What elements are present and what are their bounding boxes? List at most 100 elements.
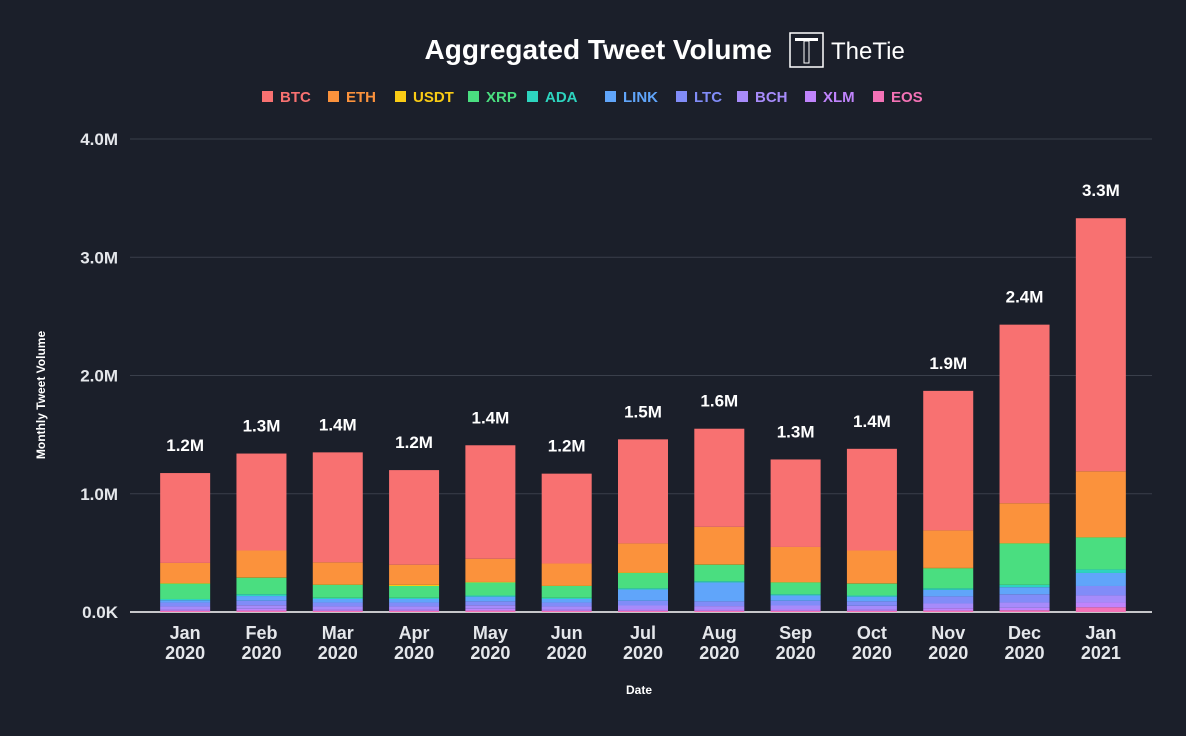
bar-segment-ada bbox=[923, 588, 973, 590]
legend-swatch bbox=[873, 91, 884, 102]
bar-segment-ltc bbox=[1076, 586, 1126, 595]
bar-segment-link bbox=[618, 590, 668, 601]
bar-total-label: 1.3M bbox=[243, 417, 281, 436]
bar-segment-eos bbox=[847, 611, 897, 612]
bar-segment-xlm bbox=[1076, 603, 1126, 608]
bar-segment-btc bbox=[694, 429, 744, 527]
bar-segment-ada bbox=[771, 594, 821, 595]
x-tick-year: 2020 bbox=[394, 643, 434, 663]
bar-segment-eos bbox=[236, 611, 286, 612]
bar-segment-ada bbox=[160, 599, 210, 600]
legend-swatch bbox=[605, 91, 616, 102]
bar-segment-link bbox=[465, 597, 515, 602]
bar-segment-link bbox=[160, 600, 210, 602]
bar-segment-ltc bbox=[618, 601, 668, 606]
bar-segment-link bbox=[771, 595, 821, 600]
legend-item-xrp[interactable]: XRP bbox=[468, 89, 517, 106]
bar-segment-xrp bbox=[923, 568, 973, 588]
bar-segment-link bbox=[1000, 587, 1050, 594]
bar-segment-usdt bbox=[160, 583, 210, 584]
bar-segment-eth bbox=[465, 559, 515, 582]
bar-segment-ada bbox=[1000, 585, 1050, 587]
bar-segment-xrp bbox=[771, 582, 821, 594]
y-tick-label: 3.0M bbox=[80, 248, 118, 267]
x-tick-label: Nov bbox=[931, 623, 965, 643]
x-tick-label: May bbox=[473, 623, 508, 643]
legend-item-bch[interactable]: BCH bbox=[737, 89, 788, 106]
x-axis-label: Date bbox=[626, 683, 652, 697]
legend-item-usdt[interactable]: USDT bbox=[395, 89, 454, 106]
bar-segment-bch bbox=[1076, 595, 1126, 602]
bar-segment-xlm bbox=[618, 609, 668, 611]
bar-segment-bch bbox=[389, 606, 439, 609]
bar-segment-btc bbox=[313, 452, 363, 562]
legend-item-xlm[interactable]: XLM bbox=[805, 89, 855, 106]
legend-label: LINK bbox=[623, 89, 658, 106]
bar-segment-usdt bbox=[618, 572, 668, 573]
legend-item-eth[interactable]: ETH bbox=[328, 89, 376, 106]
bar-segment-eos bbox=[923, 611, 973, 612]
legend-item-ada[interactable]: ADA bbox=[527, 89, 578, 106]
bar-segment-eos bbox=[1000, 610, 1050, 612]
legend-swatch bbox=[395, 91, 406, 102]
bar-segment-usdt bbox=[389, 585, 439, 586]
bar-segment-eos bbox=[465, 611, 515, 612]
bar-segment-xlm bbox=[160, 609, 210, 610]
x-tick-label: Aug bbox=[702, 623, 737, 643]
legend-swatch bbox=[676, 91, 687, 102]
bar-segment-link bbox=[236, 596, 286, 601]
legend-label: ETH bbox=[346, 89, 376, 106]
bar-segment-eos bbox=[542, 611, 592, 612]
bar-segment-ltc bbox=[542, 603, 592, 607]
bar-segment-ada bbox=[847, 595, 897, 596]
bar-segment-xrp bbox=[694, 565, 744, 582]
bar-segment-bch bbox=[160, 606, 210, 609]
legend-item-eos[interactable]: EOS bbox=[873, 89, 923, 106]
bar-segment-xlm bbox=[771, 609, 821, 611]
bar-segment-ada bbox=[694, 581, 744, 582]
x-tick-year: 2020 bbox=[470, 643, 510, 663]
bar-segment-eth bbox=[694, 527, 744, 564]
x-tick-year: 2020 bbox=[1005, 643, 1045, 663]
bar-segment-btc bbox=[236, 454, 286, 551]
bar-segment-ada bbox=[542, 598, 592, 599]
bar-total-label: 3.3M bbox=[1082, 181, 1120, 200]
legend-swatch bbox=[805, 91, 816, 102]
x-tick-label: Sep bbox=[779, 623, 812, 643]
legend-label: USDT bbox=[413, 89, 454, 106]
bar-total-label: 1.6M bbox=[700, 392, 738, 411]
bar-segment-xlm bbox=[923, 608, 973, 610]
legend-label: LTC bbox=[694, 89, 722, 106]
bar-segment-xlm bbox=[236, 609, 286, 611]
x-tick-year: 2020 bbox=[852, 643, 892, 663]
bar-segment-ada bbox=[1076, 569, 1126, 573]
legend-item-ltc[interactable]: LTC bbox=[676, 89, 722, 106]
x-tick-year: 2020 bbox=[623, 643, 663, 663]
bar-segment-btc bbox=[847, 449, 897, 551]
bar-segment-bch bbox=[542, 606, 592, 609]
bar-segment-btc bbox=[923, 391, 973, 531]
bar-segment-bch bbox=[313, 606, 363, 609]
bar-segment-ltc bbox=[236, 601, 286, 605]
x-tick-label: Feb bbox=[245, 623, 277, 643]
bar-segment-btc bbox=[1076, 218, 1126, 471]
bar-segment-link bbox=[694, 582, 744, 601]
bar-segment-ltc bbox=[465, 601, 515, 605]
bar-segment-link bbox=[389, 599, 439, 603]
bar-segment-bch bbox=[465, 605, 515, 609]
bar-segment-xlm bbox=[694, 609, 744, 611]
bar-segment-ada bbox=[236, 594, 286, 596]
bar-segment-link bbox=[542, 599, 592, 603]
legend-item-link[interactable]: LINK bbox=[605, 89, 658, 106]
legend-label: ADA bbox=[545, 89, 578, 106]
legend-item-btc[interactable]: BTC bbox=[262, 89, 311, 106]
bar-total-label: 2.4M bbox=[1006, 288, 1044, 307]
